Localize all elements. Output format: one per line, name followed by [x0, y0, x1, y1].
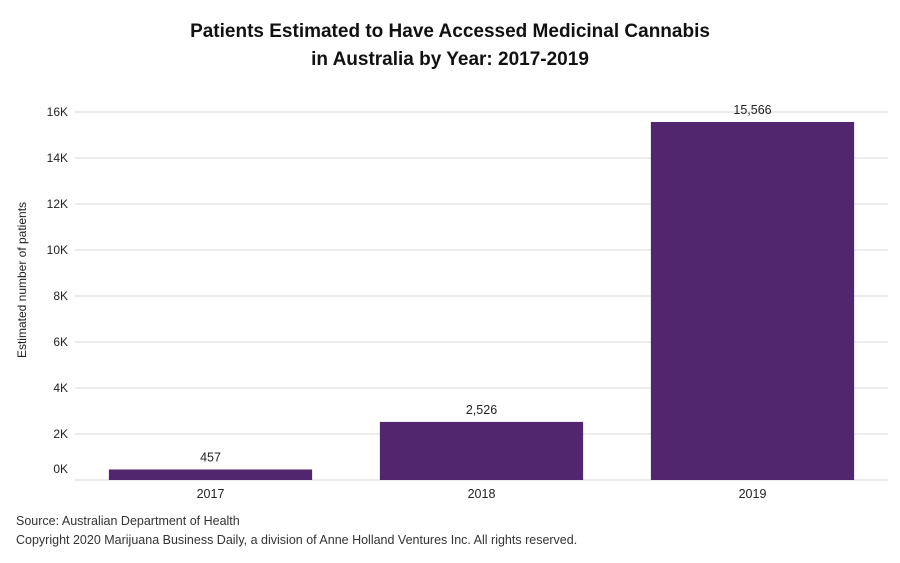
y-tick-label: 16K: [47, 105, 68, 119]
y-tick-label: 14K: [47, 151, 68, 165]
chart-title: Patients Estimated to Have Accessed Medi…: [0, 18, 900, 74]
bar: [379, 421, 584, 480]
y-tick-label: 8K: [53, 289, 68, 303]
chart-title-line-1: Patients Estimated to Have Accessed Medi…: [190, 21, 710, 42]
data-label: 457: [200, 450, 221, 464]
x-tick-label: 2017: [197, 487, 225, 501]
y-tick-label: 12K: [47, 197, 68, 211]
y-tick-label: 2K: [53, 427, 68, 441]
x-axis-ticks: 2017 2018 2019: [197, 487, 767, 501]
x-tick-label: 2018: [468, 487, 496, 501]
data-label: 2,526: [466, 403, 497, 417]
y-axis-ticks: 0K 2K 4K 6K 8K 10K 12K 14K 16K: [47, 105, 68, 476]
data-label: 15,566: [733, 103, 771, 117]
bar: [650, 121, 855, 481]
bar: [108, 469, 313, 480]
x-tick-label: 2019: [739, 487, 767, 501]
y-tick-label: 0K: [53, 462, 68, 476]
chart-title-line-2: in Australia by Year: 2017-2019: [311, 49, 589, 70]
y-tick-label: 4K: [53, 381, 68, 395]
copyright-note: Copyright 2020 Marijuana Business Daily,…: [16, 533, 578, 547]
y-tick-label: 10K: [47, 243, 68, 257]
y-tick-label: 6K: [53, 335, 68, 349]
source-note: Source: Australian Department of Health: [16, 514, 240, 528]
bars: 457 2,526 15,566: [108, 103, 855, 481]
